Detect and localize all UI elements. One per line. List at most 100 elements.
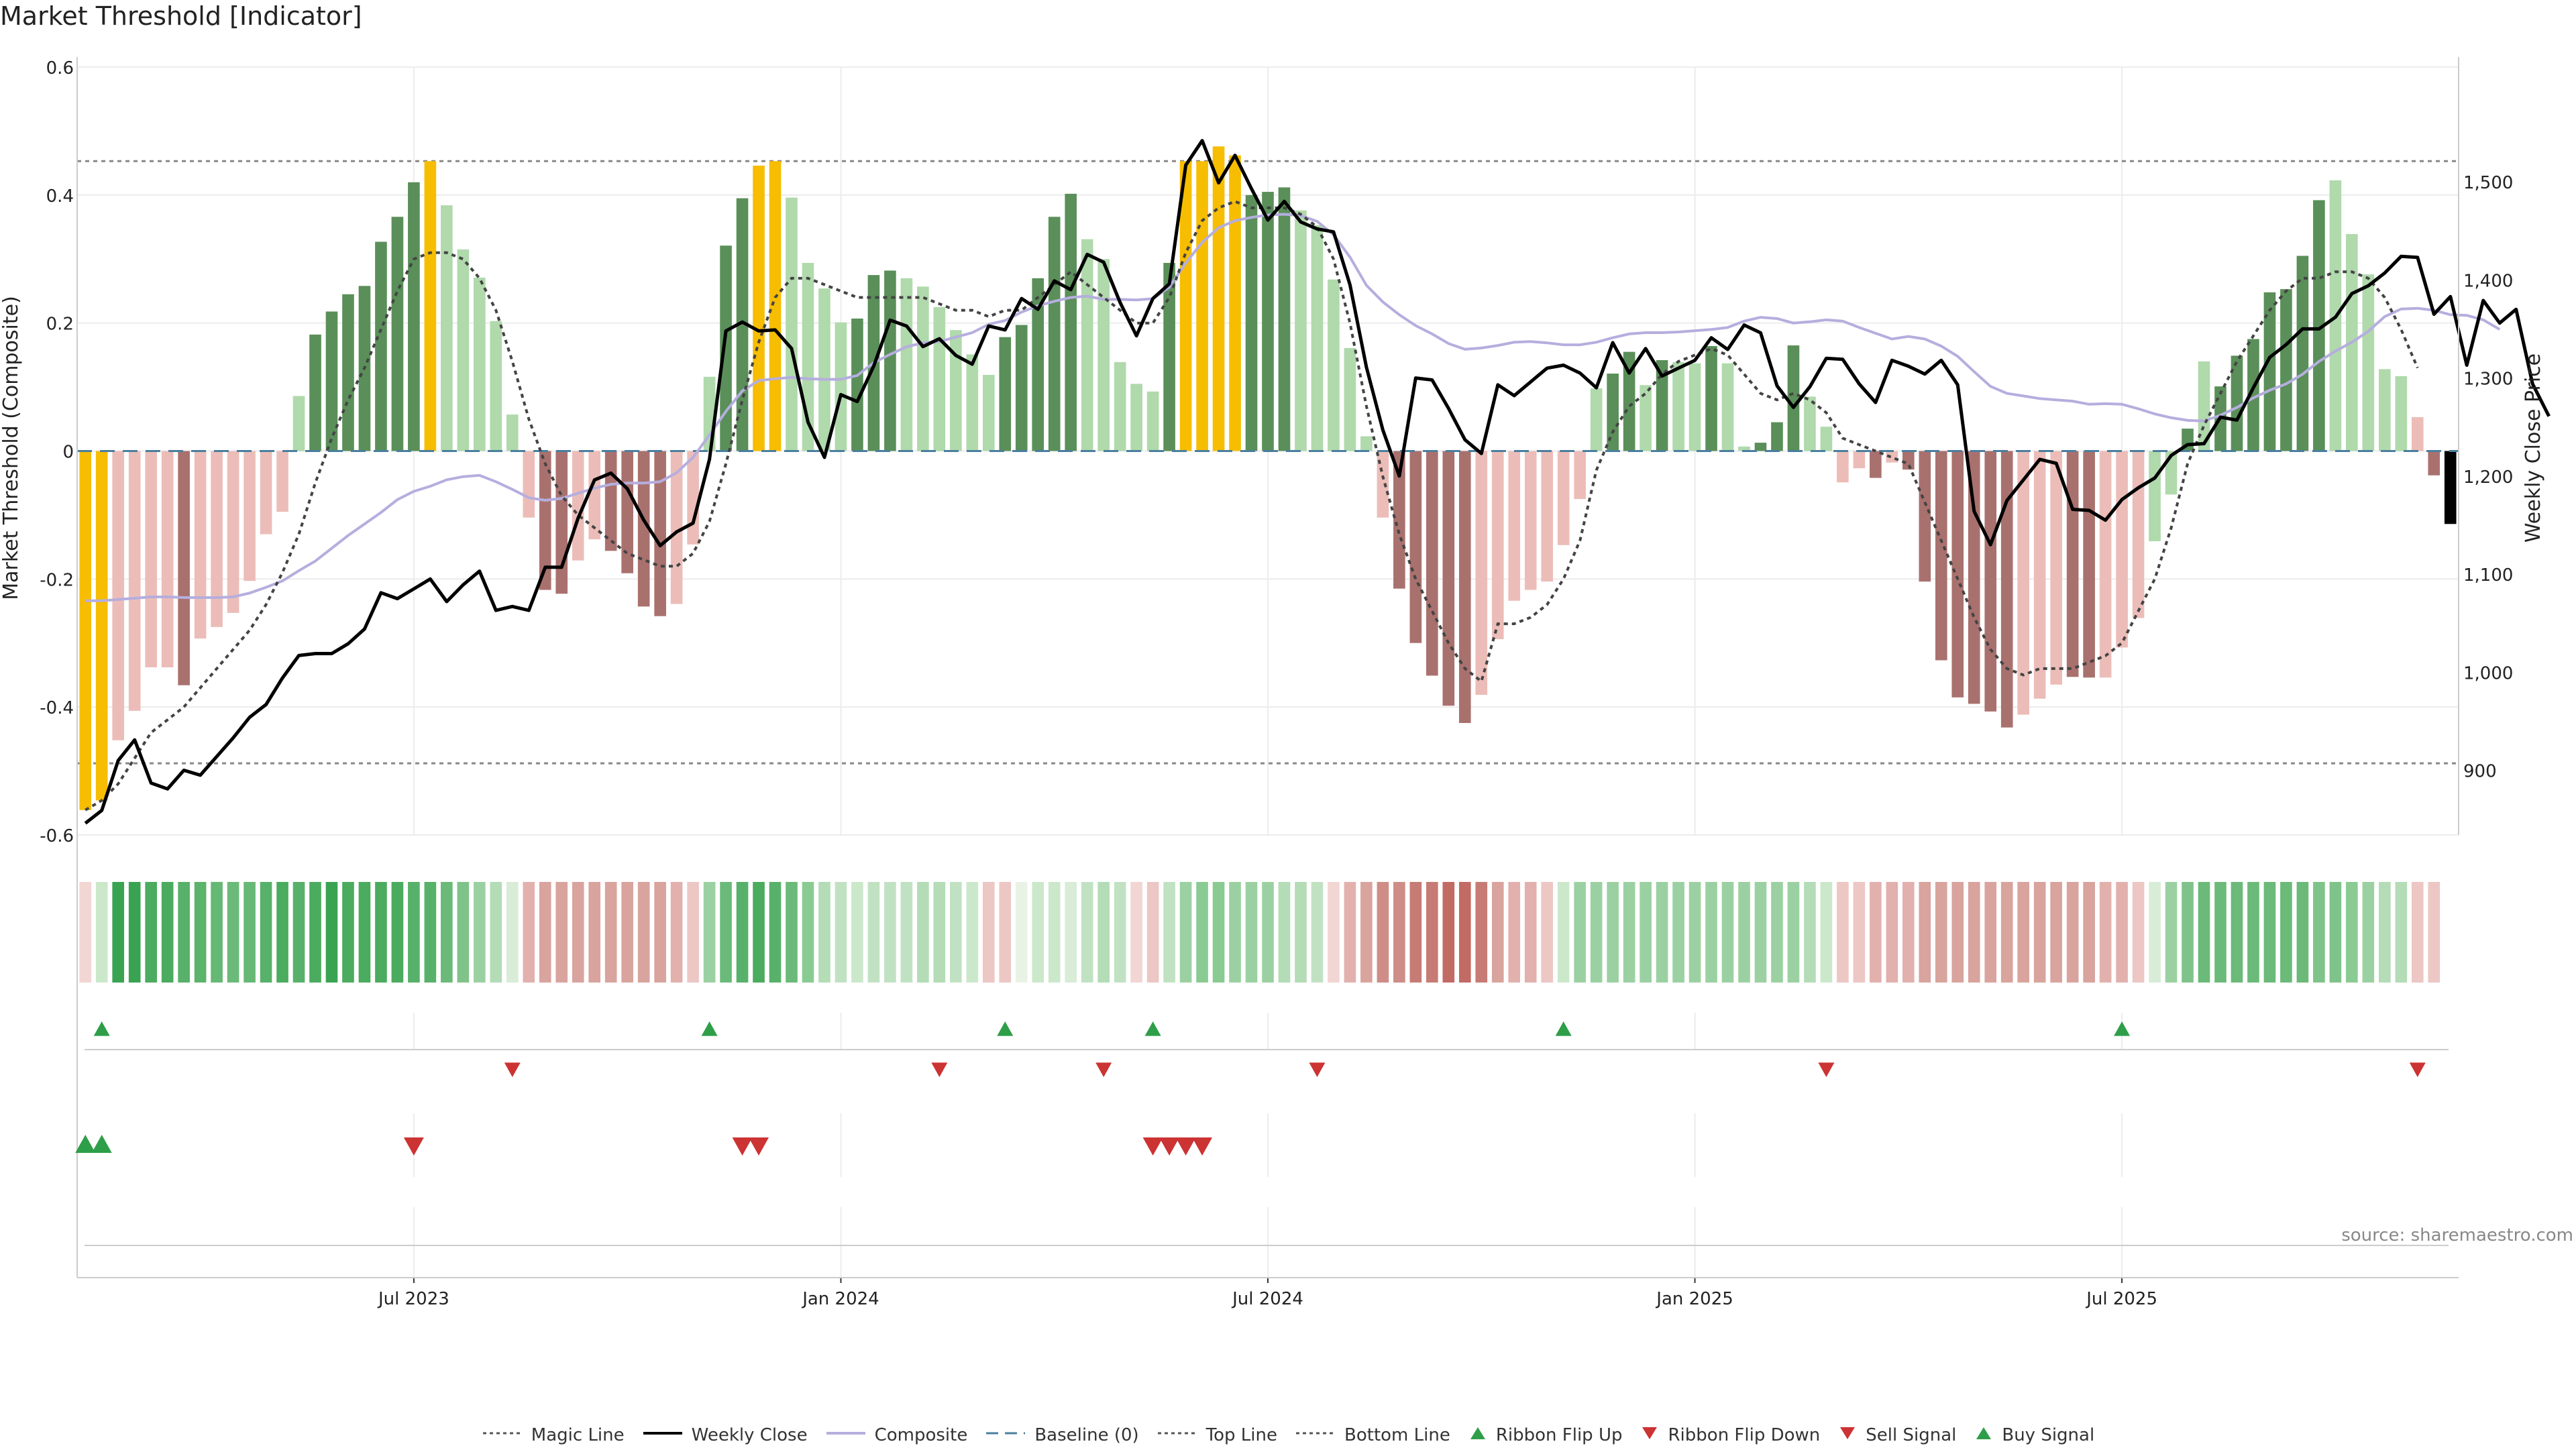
ribbon-cell: [292, 882, 305, 983]
composite-bar: [441, 205, 453, 451]
ribbon-cell: [1426, 882, 1438, 983]
ribbon-cell: [670, 882, 683, 983]
ribbon-cell: [309, 882, 321, 983]
legend-label: Sell Signal: [1866, 1425, 1957, 1445]
ribbon-cell: [933, 882, 946, 983]
composite-bar: [1870, 451, 1882, 478]
composite-bar: [1705, 346, 1717, 451]
composite-bar: [1409, 451, 1422, 643]
y2-tick-label: 1,100: [2463, 565, 2513, 585]
ribbon-cell: [1146, 882, 1159, 983]
sell-signal-marker: [1192, 1137, 1213, 1156]
buy-signal-marker: [75, 1135, 96, 1153]
ribbon-flip-up-marker: [997, 1021, 1014, 1036]
y2-tick-label: 1,400: [2463, 271, 2513, 291]
ribbon-cell: [917, 882, 929, 983]
ribbon-cell: [2395, 882, 2408, 983]
triangle-down-icon: [1640, 1425, 1660, 1445]
weekly-close-line: [84, 139, 2551, 825]
composite-bar: [2050, 451, 2062, 685]
y-tick-label: 0.4: [46, 186, 74, 207]
composite-bar: [1820, 427, 1833, 451]
ribbon-cell: [1015, 882, 1028, 983]
ribbon-cell: [441, 882, 453, 983]
source-note: source: sharemaestro.com: [2341, 1225, 2573, 1245]
y-tick-label: -0.4: [40, 698, 74, 718]
ribbon-cell: [1968, 882, 1980, 983]
composite-bar: [1377, 451, 1389, 518]
legend-item: Ribbon Flip Down: [1640, 1425, 1820, 1445]
ribbon-cell: [1360, 882, 1373, 983]
ribbon-cell: [2296, 882, 2309, 983]
composite-bar: [1574, 451, 1586, 500]
ribbon-cell: [2247, 882, 2259, 983]
composite-bar: [1935, 451, 1947, 661]
sell-signal-marker: [749, 1137, 769, 1156]
ribbon-cell: [982, 882, 995, 983]
composite-bar: [1163, 262, 1175, 451]
triangle-up-icon: [1468, 1425, 1488, 1445]
composite-bar: [1212, 146, 1225, 451]
ribbon-cell: [621, 882, 633, 983]
ribbon-cell: [1278, 882, 1291, 983]
composite-bar: [1328, 279, 1340, 451]
composite-bar: [1245, 194, 1258, 451]
composite-bar: [1623, 351, 1635, 451]
ribbon-cell: [786, 882, 798, 983]
ribbon-cell: [555, 882, 568, 983]
composite-bar: [637, 451, 650, 607]
composite-bar: [1491, 451, 1504, 640]
composite-bar: [95, 451, 108, 801]
composite-bar: [2198, 361, 2210, 451]
composite-bar: [2444, 451, 2457, 524]
ribbon-cell: [194, 882, 207, 983]
y2-tick-label: 1,200: [2463, 467, 2513, 488]
ribbon-cell: [2362, 882, 2375, 983]
composite-bar: [818, 288, 830, 451]
ribbon-cell: [1902, 882, 1915, 983]
ribbon-cell: [79, 882, 92, 983]
composite-bar: [1179, 161, 1192, 451]
composite-bar: [2033, 451, 2046, 699]
ribbon-cell: [1721, 882, 1734, 983]
composite-bar: [342, 294, 354, 451]
ribbon-cell: [523, 882, 535, 983]
ribbon-flip-down-marker: [1818, 1062, 1835, 1077]
ribbon-cell: [769, 882, 782, 983]
composite-bar: [2066, 451, 2079, 677]
ribbon-cell: [687, 882, 699, 983]
ribbon-cell: [2116, 882, 2128, 983]
ribbon-cell: [1377, 882, 1389, 983]
signal-markers: [75, 1021, 2449, 1246]
composite-bar: [292, 396, 305, 451]
composite-bar: [1771, 422, 1783, 451]
composite-bar: [555, 451, 568, 594]
ribbon-cell: [1491, 882, 1504, 983]
ribbon-cell: [1870, 882, 1882, 983]
ribbon-cell: [342, 882, 354, 983]
ribbon-flip-down-marker: [1095, 1062, 1112, 1077]
composite-bar: [1278, 187, 1291, 451]
ribbon-cell: [1048, 882, 1061, 983]
composite-bar: [2149, 451, 2161, 542]
ribbon-cell: [1065, 882, 1077, 983]
ribbon-cell: [703, 882, 716, 983]
composite-bar: [1688, 363, 1701, 451]
y-tick-label: -0.2: [40, 570, 74, 590]
legend-label: Ribbon Flip Down: [1668, 1425, 1821, 1445]
ribbon-cell: [1590, 882, 1603, 983]
ribbon-cell: [1295, 882, 1307, 983]
ribbon-cell: [1607, 882, 1619, 983]
composite-bar: [1672, 361, 1684, 451]
composite-bar: [244, 451, 256, 581]
ribbon-cell: [408, 882, 420, 983]
ribbon-cell: [604, 882, 617, 983]
ribbon-cell: [2149, 882, 2161, 983]
x-tick-label: Jan 2024: [801, 1289, 879, 1309]
ribbon-cell: [112, 882, 125, 983]
ribbon-cell: [1656, 882, 1668, 983]
composite-bar: [2083, 451, 2095, 678]
composite-bar: [1081, 239, 1093, 451]
composite-bar: [1360, 436, 1373, 451]
ribbon-cell: [1984, 882, 1997, 983]
